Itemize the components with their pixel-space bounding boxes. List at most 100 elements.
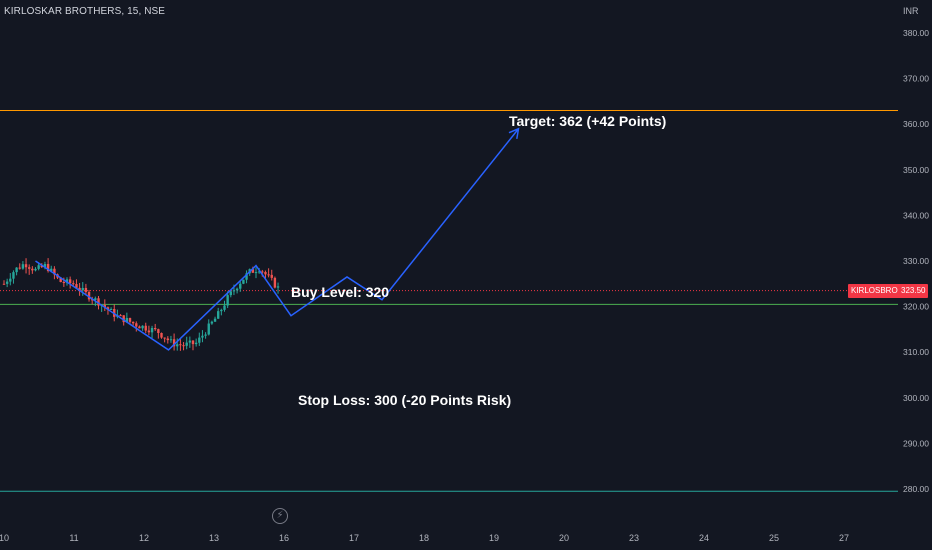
currency-label: INR xyxy=(903,6,919,16)
candle-body xyxy=(163,337,166,339)
candle-body xyxy=(24,264,28,268)
candle-body xyxy=(157,329,160,333)
candle-body xyxy=(2,283,6,285)
candle-body xyxy=(28,267,31,269)
time-axis: 10 11 12 13 16 17 18 19 20 23 24 25 27 xyxy=(0,533,849,543)
candle-body xyxy=(154,327,157,330)
candle-body xyxy=(194,342,198,345)
candle-body xyxy=(125,318,129,323)
x-tick-label: 12 xyxy=(139,533,149,543)
candle-body xyxy=(62,281,66,283)
candle-body xyxy=(18,267,21,269)
candle-body xyxy=(122,315,125,323)
candle-body xyxy=(53,268,56,275)
candle-body xyxy=(198,337,201,343)
candle-body xyxy=(166,338,169,341)
candle-body xyxy=(46,264,50,272)
candle-body xyxy=(84,287,88,293)
y-tick-label: 360.00 xyxy=(903,119,929,129)
y-tick-label: 380.00 xyxy=(903,28,929,38)
candle-body xyxy=(106,307,110,310)
candle-body xyxy=(97,298,100,306)
x-tick-label: 25 xyxy=(769,533,779,543)
candle-body xyxy=(169,339,173,341)
candle-body xyxy=(103,304,106,308)
x-tick-label: 24 xyxy=(699,533,709,543)
candle-body xyxy=(5,281,9,284)
candle-body xyxy=(179,344,182,346)
current-price-badge: 323.50 xyxy=(898,284,929,298)
candle-body xyxy=(119,315,122,317)
candle-body xyxy=(50,268,53,272)
candle-body xyxy=(185,342,188,346)
buy-level-annotation[interactable]: Buy Level: 320 xyxy=(291,284,390,300)
candle-body xyxy=(172,339,176,347)
candle-body xyxy=(257,271,261,273)
x-tick-label: 19 xyxy=(489,533,499,543)
y-tick-label: 300.00 xyxy=(903,393,929,403)
x-tick-label: 17 xyxy=(349,533,359,543)
candle-body xyxy=(251,269,255,273)
x-tick-label: 10 xyxy=(0,533,9,543)
candle-body xyxy=(75,284,78,288)
y-tick-label: 280.00 xyxy=(903,484,929,494)
candle-body xyxy=(261,271,264,273)
candle-body xyxy=(135,323,138,327)
candle-body xyxy=(128,318,132,322)
lightning-icon[interactable]: ⚡ xyxy=(272,508,288,524)
candle-body xyxy=(65,279,69,283)
candle-body xyxy=(204,334,207,336)
candle-body xyxy=(109,308,113,310)
candle-body xyxy=(40,265,43,268)
candle-body xyxy=(78,287,81,291)
candle-body xyxy=(12,272,15,279)
x-tick-label: 23 xyxy=(629,533,639,543)
x-tick-label: 16 xyxy=(279,533,289,543)
candle-body xyxy=(276,286,280,288)
y-tick-label: 290.00 xyxy=(903,438,929,448)
stop-loss-annotation[interactable]: Stop Loss: 300 (-20 Points Risk) xyxy=(298,392,512,408)
x-tick-label: 20 xyxy=(559,533,569,543)
candle-body xyxy=(220,309,223,312)
candle-body xyxy=(239,283,242,289)
candle-body xyxy=(9,278,12,282)
candle-body xyxy=(235,288,239,291)
y-tick-label: 370.00 xyxy=(903,74,929,84)
current-symbol-badge: KIRLOSBROS xyxy=(848,284,907,298)
projection-arrowhead xyxy=(508,127,520,140)
candle-body xyxy=(201,335,204,338)
candle-body xyxy=(21,264,25,269)
candle-body xyxy=(34,268,37,271)
candle-body xyxy=(138,326,141,329)
candle-body xyxy=(182,345,185,347)
candle-body xyxy=(254,272,258,274)
candle-body xyxy=(72,283,75,285)
y-tick-label: 320.00 xyxy=(903,302,929,312)
candle-body xyxy=(226,295,229,306)
candle-body xyxy=(68,279,72,284)
candle-body xyxy=(273,277,277,288)
projection-path xyxy=(35,127,520,351)
candle-body xyxy=(81,287,84,291)
candle-body xyxy=(242,279,245,284)
candle-body xyxy=(37,265,40,269)
candle-body xyxy=(131,321,135,324)
symbol-title[interactable]: KIRLOSKAR BROTHERS, 15, NSE xyxy=(4,6,166,17)
price-axis: 280.00 290.00 300.00 310.00 320.00 330.00 340.… xyxy=(903,28,929,494)
y-tick-label: 350.00 xyxy=(903,165,929,175)
target-annotation[interactable]: Target: 362 (+42 Points) xyxy=(509,113,667,129)
candle-body xyxy=(232,290,236,292)
candle-body xyxy=(213,318,217,322)
candlestick-series xyxy=(2,258,280,351)
candle-body xyxy=(191,340,195,345)
candle-body xyxy=(15,267,18,273)
candle-body xyxy=(264,272,267,275)
x-tick-label: 11 xyxy=(69,533,78,543)
candle-body xyxy=(188,340,192,343)
candle-body xyxy=(210,321,214,324)
candle-body xyxy=(147,330,151,333)
candle-body xyxy=(91,299,94,301)
candle-body xyxy=(31,268,34,271)
candle-body xyxy=(150,327,154,333)
